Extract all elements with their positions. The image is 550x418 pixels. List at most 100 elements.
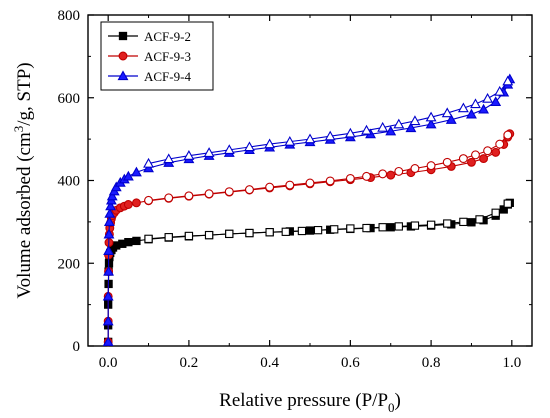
desorption-point: [225, 229, 234, 239]
desorption-point: [503, 199, 512, 208]
y-axis-title-end: /g, STP): [14, 62, 35, 125]
adsorption-point: [106, 190, 118, 201]
desorption-point: [491, 208, 500, 217]
y-tick-label: 0: [73, 339, 81, 355]
desorption-point: [503, 130, 513, 140]
desorption-point: [244, 141, 255, 152]
x-tick-label: 1.0: [502, 355, 521, 371]
adsorption-point: [131, 166, 142, 177]
desorption-point: [483, 146, 493, 156]
desorption-point: [183, 150, 195, 160]
desorption-point: [285, 180, 295, 190]
desorption-point: [377, 121, 389, 132]
desorption-line: [148, 134, 509, 201]
adsorption-point: [386, 170, 396, 180]
desorption-point: [184, 231, 194, 241]
desorption-point: [281, 227, 290, 236]
desorption-point: [223, 144, 235, 155]
plot-area: 0.0 0.2 0.4 0.6 0.8 1.0 0 200 400 600 800: [58, 8, 533, 371]
desorption-point: [393, 118, 405, 129]
desorption-point: [313, 226, 323, 235]
desorption-point: [284, 135, 296, 146]
y-tick-label: 200: [58, 256, 81, 272]
y-axis-title-main: Volume adsorbed (cm: [14, 132, 35, 299]
desorption-point: [330, 225, 339, 234]
desorption-point: [378, 223, 387, 232]
legend: ACF-9-2 ACF-9-3 ACF-9-4: [100, 21, 214, 91]
desorption-point: [265, 182, 275, 192]
desorption-point: [362, 223, 371, 233]
desorption-point: [471, 150, 480, 160]
x-tick-label: 0.4: [260, 355, 279, 371]
desorption-point: [164, 233, 173, 242]
x-tick-label: 0.6: [341, 355, 360, 371]
desorption-point: [394, 166, 404, 176]
y-tick-label: 400: [58, 174, 81, 190]
adsorption-point: [123, 200, 133, 209]
desorption-point: [324, 130, 336, 141]
series-acf-9-2: [104, 198, 514, 347]
desorption-point: [245, 228, 254, 238]
desorption-point: [204, 230, 214, 240]
desorption-point: [245, 185, 254, 195]
x-tick-label: 0.8: [422, 355, 441, 371]
desorption-point: [410, 164, 420, 173]
desorption-point: [441, 107, 453, 118]
y-tick-label: 800: [58, 8, 81, 24]
desorption-point: [143, 157, 154, 168]
legend-label-acf-9-3: ACF-9-3: [144, 49, 191, 64]
desorption-point: [495, 139, 505, 149]
adsorption-point: [102, 336, 114, 347]
desorption-point: [224, 187, 234, 197]
desorption-point: [345, 173, 355, 183]
x-axis-title-main: Relative pressure (P/P: [219, 390, 388, 411]
desorption-point: [502, 75, 514, 86]
adsorption-point: [132, 236, 141, 246]
legend-marker-acf-9-2: [118, 31, 128, 41]
adsorption-point: [467, 157, 476, 167]
desorption-point: [344, 127, 356, 138]
y-axis-title-superscript: 3: [11, 126, 26, 133]
adsorption-point: [131, 198, 141, 208]
adsorption-point: [104, 207, 116, 218]
x-axis-title-end: ): [395, 390, 401, 411]
desorption-point: [264, 138, 276, 149]
desorption-point: [470, 98, 481, 109]
desorption-point: [265, 228, 274, 237]
desorption-point: [442, 157, 452, 167]
desorption-point: [163, 153, 175, 164]
desorption-point: [144, 234, 153, 243]
desorption-point: [475, 215, 484, 224]
legend-label-acf-9-4: ACF-9-4: [144, 69, 191, 84]
adsorption-point: [385, 125, 397, 136]
desorption-point: [204, 189, 214, 199]
adsorption-point: [103, 265, 115, 276]
adsorption-point: [405, 122, 417, 133]
adsorption-point: [105, 200, 117, 211]
legend-marker-acf-9-3: [118, 51, 128, 61]
adsorption-point: [425, 118, 437, 129]
desorption-point: [378, 169, 388, 179]
adsorption-point: [102, 315, 114, 326]
desorption-point: [203, 147, 215, 157]
desorption-point: [394, 222, 403, 231]
desorption-line: [148, 80, 509, 165]
desorption-point: [362, 171, 371, 181]
series-acf-9-4: [102, 73, 516, 347]
x-tick-label: 0.0: [99, 355, 118, 371]
x-tick-label: 0.2: [180, 355, 199, 371]
adsorption-point: [479, 154, 489, 164]
adsorption-point: [467, 218, 476, 227]
desorption-point: [459, 217, 468, 227]
x-axis-title: Relative pressure (P/P0): [219, 390, 401, 415]
desorption-point: [297, 226, 307, 236]
desorption-point: [361, 124, 372, 135]
adsorption-point: [103, 228, 115, 239]
desorption-point: [325, 176, 335, 186]
desorption-point: [494, 85, 506, 96]
adsorption-point: [103, 245, 115, 255]
adsorption-point: [490, 96, 502, 107]
legend-marker-acf-9-4: [117, 70, 129, 81]
